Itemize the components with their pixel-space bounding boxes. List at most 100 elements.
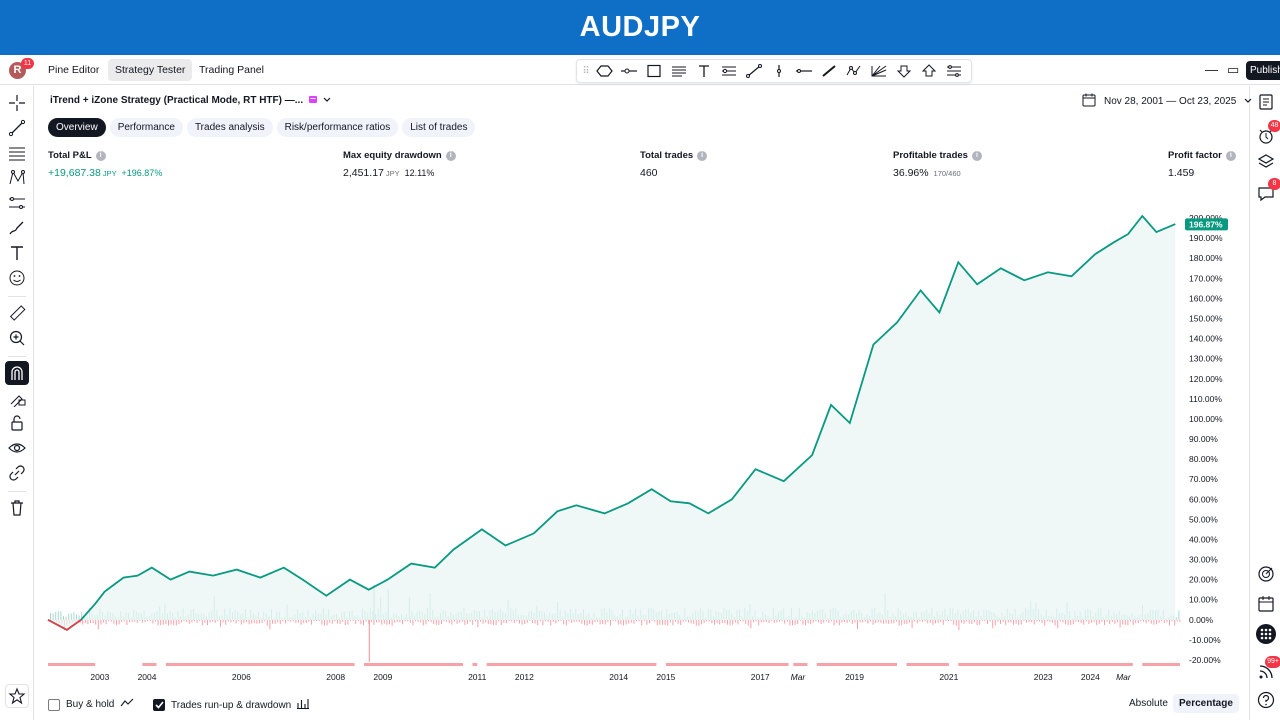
- drawdown-bar: [989, 619, 991, 622]
- apps-grid-icon[interactable]: [1254, 622, 1278, 646]
- favorites-star-icon[interactable]: [5, 684, 29, 708]
- tab-trades-analysis[interactable]: Trades analysis: [186, 118, 273, 137]
- buy-hold-checkbox[interactable]: [48, 698, 60, 711]
- rectangle-icon[interactable]: [641, 60, 666, 82]
- equity-chart[interactable]: 200.00% 190.00% 180.00% 170.00% 160.00% 150.0…: [40, 190, 1240, 690]
- lock-drawing-icon[interactable]: [5, 386, 29, 410]
- drawdown-bar: [968, 619, 970, 624]
- crosshair-icon[interactable]: [5, 91, 29, 115]
- drawdown-bar: [420, 619, 422, 623]
- maximize-icon[interactable]: ▭: [1227, 62, 1240, 77]
- runup-bar: [73, 612, 75, 620]
- drawdown-bar: [636, 619, 637, 622]
- text-icon[interactable]: [691, 60, 716, 82]
- prediction-tool-icon[interactable]: [5, 191, 29, 215]
- avatar-badge: 11: [21, 58, 34, 69]
- y-tick-label: 170.00%: [1189, 273, 1223, 283]
- chevron-down-icon[interactable]: [323, 95, 331, 106]
- tab-performance[interactable]: Performance: [109, 118, 183, 137]
- drawdown-bar: [732, 619, 734, 625]
- chat-icon[interactable]: 8: [1254, 178, 1280, 206]
- percentage-button[interactable]: Percentage: [1173, 694, 1239, 713]
- drawdown-bar: [961, 619, 962, 623]
- ranges-icon[interactable]: [941, 60, 966, 82]
- line-chart-icon: [120, 698, 134, 711]
- equity-line: [47, 214, 1176, 631]
- drawdown-bar: [932, 619, 934, 625]
- tab-pine-editor[interactable]: Pine Editor: [48, 64, 100, 76]
- y-tick-label: 190.00%: [1189, 233, 1223, 243]
- drawdown-bar: [378, 619, 380, 623]
- runup-drawdown-toggle[interactable]: Trades run-up & drawdown: [153, 698, 310, 712]
- arrow-up-icon[interactable]: [916, 60, 941, 82]
- pattern-icon[interactable]: [841, 60, 866, 82]
- tab-overview[interactable]: Overview: [48, 118, 106, 137]
- publish-button[interactable]: Publish: [1246, 61, 1280, 80]
- info-icon[interactable]: i: [445, 150, 456, 161]
- text-tool-icon[interactable]: [5, 241, 29, 265]
- target-icon[interactable]: [1254, 562, 1278, 586]
- info-icon[interactable]: i: [1225, 150, 1236, 161]
- tab-strategy-tester[interactable]: Strategy Tester: [108, 59, 193, 81]
- trash-icon[interactable]: [5, 496, 29, 520]
- alerts-icon[interactable]: 48: [1254, 120, 1280, 148]
- drawdown-bar: [456, 619, 458, 624]
- lock-icon[interactable]: [5, 411, 29, 435]
- minimize-icon[interactable]: —: [1205, 62, 1218, 77]
- runup-drawdown-checkbox[interactable]: [153, 699, 165, 711]
- polygon-icon[interactable]: [591, 60, 616, 82]
- drawdown-bar: [701, 619, 702, 625]
- trend-line-icon[interactable]: [741, 60, 766, 82]
- trade-strip-segment: [958, 663, 1133, 666]
- tab-risk-ratios[interactable]: Risk/performance ratios: [276, 118, 399, 137]
- h-ray-icon[interactable]: [616, 60, 641, 82]
- brush-tool-icon[interactable]: [5, 216, 29, 240]
- info-icon[interactable]: i: [971, 150, 982, 161]
- drawdown-bar: [940, 619, 942, 622]
- notifications-icon[interactable]: 99+: [1254, 656, 1280, 684]
- buy-hold-toggle[interactable]: Buy & hold: [48, 698, 134, 711]
- drawdown-bar: [1067, 619, 1069, 625]
- drawdown-bar: [1046, 619, 1048, 622]
- drawdown-bar: [625, 619, 627, 625]
- calendar-icon[interactable]: [1254, 592, 1278, 616]
- text-lines-icon[interactable]: [666, 60, 691, 82]
- strategy-settings-icon[interactable]: [308, 94, 318, 107]
- absolute-button[interactable]: Absolute: [1129, 698, 1168, 709]
- drawdown-bar: [295, 619, 297, 624]
- v-line-icon[interactable]: [766, 60, 791, 82]
- trend-line-tool-icon[interactable]: [5, 116, 29, 140]
- drawdown-bar: [568, 619, 570, 622]
- pattern-tool-icon[interactable]: [5, 166, 29, 190]
- drawdown-bar: [363, 619, 364, 626]
- eye-icon[interactable]: [5, 436, 29, 460]
- drag-handle-icon[interactable]: ⠿: [582, 65, 590, 77]
- trade-strip-segment: [48, 663, 96, 666]
- info-icon[interactable]: i: [95, 150, 106, 161]
- zoom-in-icon[interactable]: [5, 326, 29, 350]
- drawdown-bar: [339, 619, 341, 624]
- drawdown-bar: [550, 619, 552, 626]
- h-line-icon[interactable]: [791, 60, 816, 82]
- watchlist-icon[interactable]: [1254, 90, 1278, 114]
- info-icon[interactable]: i: [697, 150, 708, 161]
- brush-icon[interactable]: [816, 60, 841, 82]
- layers-icon[interactable]: [1254, 150, 1278, 174]
- gann-icon[interactable]: [866, 60, 891, 82]
- tab-trading-panel[interactable]: Trading Panel: [199, 64, 264, 76]
- ruler-icon[interactable]: [5, 301, 29, 325]
- date-range-selector[interactable]: Nov 28, 2001 — Oct 23, 2025: [1082, 93, 1252, 110]
- fib-tool-icon[interactable]: [5, 141, 29, 165]
- drawdown-bar: [1049, 619, 1051, 622]
- arrow-down-icon[interactable]: [891, 60, 916, 82]
- fib-icon[interactable]: [716, 60, 741, 82]
- strategy-title[interactable]: iTrend + iZone Strategy (Practical Mode,…: [50, 94, 331, 107]
- drawdown-bar: [1101, 619, 1103, 622]
- magnet-icon[interactable]: [5, 361, 29, 385]
- link-icon[interactable]: [5, 461, 29, 485]
- emoji-icon[interactable]: [5, 266, 29, 290]
- help-icon[interactable]: [1254, 688, 1278, 712]
- drawdown-bar: [248, 619, 250, 625]
- drawdown-bar: [719, 619, 721, 625]
- tab-list-of-trades[interactable]: List of trades: [402, 118, 476, 137]
